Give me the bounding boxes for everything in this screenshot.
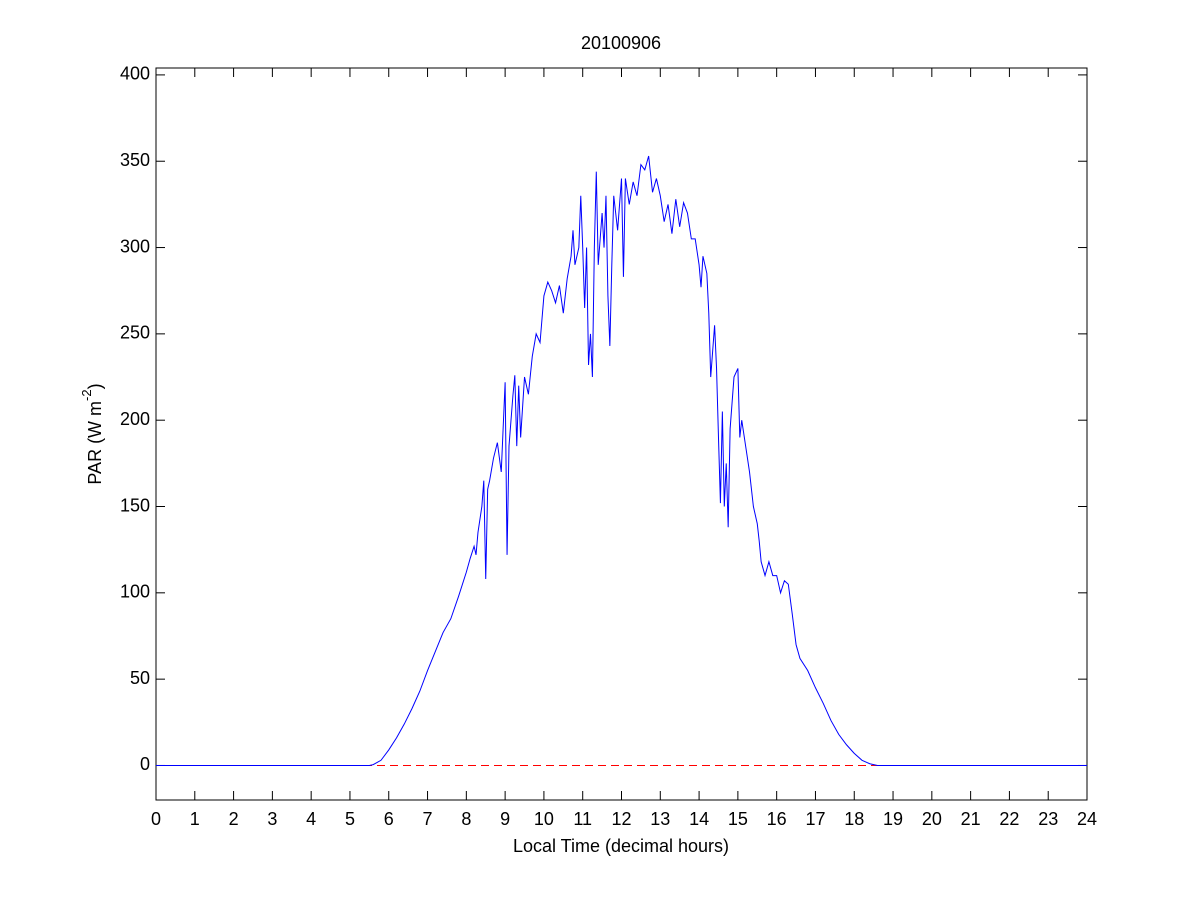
x-tick-label: 14 [689, 809, 709, 829]
x-tick-label: 17 [805, 809, 825, 829]
x-tick-label: 22 [999, 809, 1019, 829]
x-tick-label: 5 [345, 809, 355, 829]
y-tick-label: 0 [140, 754, 150, 774]
y-tick-label: 200 [120, 409, 150, 429]
x-axis-label: Local Time (decimal hours) [513, 836, 729, 856]
x-tick-label: 12 [611, 809, 631, 829]
x-tick-label: 13 [650, 809, 670, 829]
x-tick-label: 2 [229, 809, 239, 829]
x-tick-label: 16 [767, 809, 787, 829]
x-tick-label: 1 [190, 809, 200, 829]
data-line [156, 155, 1087, 766]
x-tick-label: 3 [267, 809, 277, 829]
y-tick-label: 150 [120, 495, 150, 515]
x-tick-label: 18 [844, 809, 864, 829]
y-tick-label: 250 [120, 323, 150, 343]
x-tick-label: 6 [384, 809, 394, 829]
chart-title: 20100906 [581, 33, 661, 53]
y-tick-label: 100 [120, 582, 150, 602]
x-tick-label: 7 [423, 809, 433, 829]
x-tick-label: 21 [961, 809, 981, 829]
y-axis-label-close: ) [85, 383, 105, 389]
x-tick-label: 4 [306, 809, 316, 829]
y-tick-label: 400 [120, 64, 150, 84]
y-tick-label: 300 [120, 236, 150, 256]
x-tick-label: 11 [573, 809, 592, 829]
y-tick-label: 350 [120, 150, 150, 170]
x-tick-label: 15 [728, 809, 748, 829]
x-tick-label: 8 [461, 809, 471, 829]
y-axis-label: PAR (W m-2) [79, 383, 104, 484]
y-axis-label-superscript: -2 [79, 389, 94, 401]
x-tick-label: 23 [1038, 809, 1058, 829]
x-tick-label: 24 [1077, 809, 1097, 829]
y-axis-label-main: PAR (W m [85, 401, 105, 485]
x-tick-label: 0 [151, 809, 161, 829]
x-tick-label: 10 [534, 809, 554, 829]
x-tick-label: 9 [500, 809, 510, 829]
x-tick-label: 20 [922, 809, 942, 829]
x-tick-label: 19 [883, 809, 903, 829]
y-tick-label: 50 [130, 668, 150, 688]
